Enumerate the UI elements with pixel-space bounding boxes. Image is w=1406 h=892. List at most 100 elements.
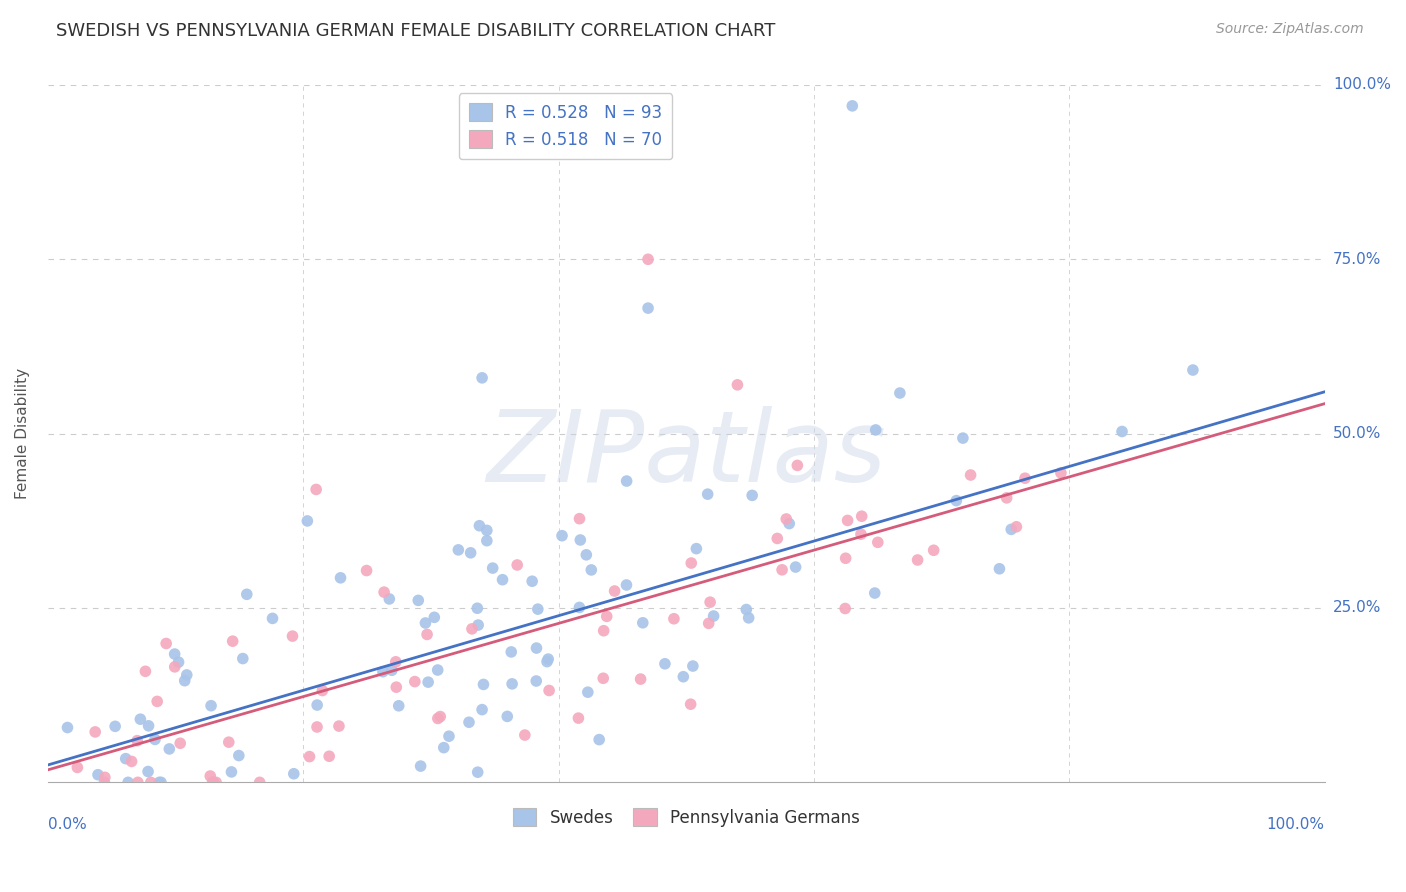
Point xyxy=(496,709,519,723)
Point xyxy=(865,423,887,437)
Point xyxy=(1111,425,1133,439)
Point xyxy=(575,548,598,562)
Point xyxy=(889,386,911,401)
Point xyxy=(1000,522,1022,536)
Point xyxy=(200,769,222,783)
Point xyxy=(373,585,395,599)
Point xyxy=(418,675,440,690)
Point xyxy=(173,673,195,688)
Point xyxy=(93,775,115,789)
Text: 0.0%: 0.0% xyxy=(48,817,87,832)
Point xyxy=(849,527,872,541)
Point xyxy=(603,584,626,599)
Point xyxy=(371,665,394,679)
Point xyxy=(725,377,748,392)
Point xyxy=(283,766,305,780)
Point xyxy=(458,715,481,730)
Point xyxy=(129,712,152,726)
Point xyxy=(311,683,333,698)
Point xyxy=(1050,466,1073,480)
Point xyxy=(157,742,180,756)
Point xyxy=(616,578,638,592)
Point xyxy=(409,759,432,773)
Point xyxy=(520,574,543,589)
Point xyxy=(416,627,439,641)
Text: 100.0%: 100.0% xyxy=(1333,78,1391,93)
Point xyxy=(672,670,695,684)
Point xyxy=(384,655,406,669)
Point xyxy=(121,755,143,769)
Point xyxy=(471,703,494,717)
Point xyxy=(699,595,721,609)
Point xyxy=(138,719,160,733)
Point xyxy=(567,711,589,725)
Point xyxy=(356,564,378,578)
Point xyxy=(475,533,498,548)
Point xyxy=(588,732,610,747)
Text: 75.0%: 75.0% xyxy=(1333,252,1381,267)
Text: Source: ZipAtlas.com: Source: ZipAtlas.com xyxy=(1216,22,1364,37)
Point xyxy=(837,513,859,527)
Point xyxy=(952,431,974,445)
Y-axis label: Female Disability: Female Disability xyxy=(15,368,30,500)
Point xyxy=(475,524,498,538)
Text: 50.0%: 50.0% xyxy=(1333,426,1381,442)
Point xyxy=(66,760,89,774)
Point xyxy=(281,629,304,643)
Point xyxy=(467,765,489,780)
Point xyxy=(481,561,503,575)
Point xyxy=(576,685,599,699)
Point xyxy=(426,663,449,677)
Point xyxy=(527,602,550,616)
Point xyxy=(841,99,863,113)
Point xyxy=(176,668,198,682)
Point xyxy=(596,609,619,624)
Point xyxy=(378,591,401,606)
Point xyxy=(959,468,981,483)
Point xyxy=(104,719,127,733)
Point xyxy=(202,775,225,789)
Point xyxy=(778,516,800,531)
Point xyxy=(592,671,614,685)
Point xyxy=(127,733,149,747)
Point xyxy=(637,301,659,315)
Point xyxy=(866,535,889,549)
Point xyxy=(167,655,190,669)
Point xyxy=(592,624,614,638)
Point xyxy=(770,563,793,577)
Point xyxy=(200,698,222,713)
Point xyxy=(228,748,250,763)
Point xyxy=(437,729,460,743)
Point xyxy=(415,615,437,630)
Point xyxy=(305,483,328,497)
Point xyxy=(201,775,224,789)
Point xyxy=(117,775,139,789)
Point xyxy=(163,660,186,674)
Point xyxy=(205,775,228,789)
Point xyxy=(134,665,156,679)
Point xyxy=(388,698,411,713)
Point xyxy=(569,533,592,547)
Point xyxy=(467,618,489,632)
Point xyxy=(381,663,404,677)
Point xyxy=(169,736,191,750)
Text: SWEDISH VS PENNSYLVANIA GERMAN FEMALE DISABILITY CORRELATION CHART: SWEDISH VS PENNSYLVANIA GERMAN FEMALE DI… xyxy=(56,22,776,40)
Point xyxy=(536,655,558,669)
Point xyxy=(630,672,652,686)
Point xyxy=(84,725,107,739)
Point xyxy=(766,532,789,546)
Point xyxy=(329,571,352,585)
Point xyxy=(681,556,703,570)
Point xyxy=(472,677,495,691)
Point xyxy=(146,694,169,708)
Point xyxy=(775,512,797,526)
Point xyxy=(460,546,482,560)
Point xyxy=(298,749,321,764)
Point xyxy=(150,775,173,789)
Point xyxy=(249,775,271,789)
Point xyxy=(526,641,548,656)
Point xyxy=(404,674,426,689)
Text: ZIPatlas: ZIPatlas xyxy=(486,406,886,503)
Point xyxy=(328,719,350,733)
Point xyxy=(907,553,929,567)
